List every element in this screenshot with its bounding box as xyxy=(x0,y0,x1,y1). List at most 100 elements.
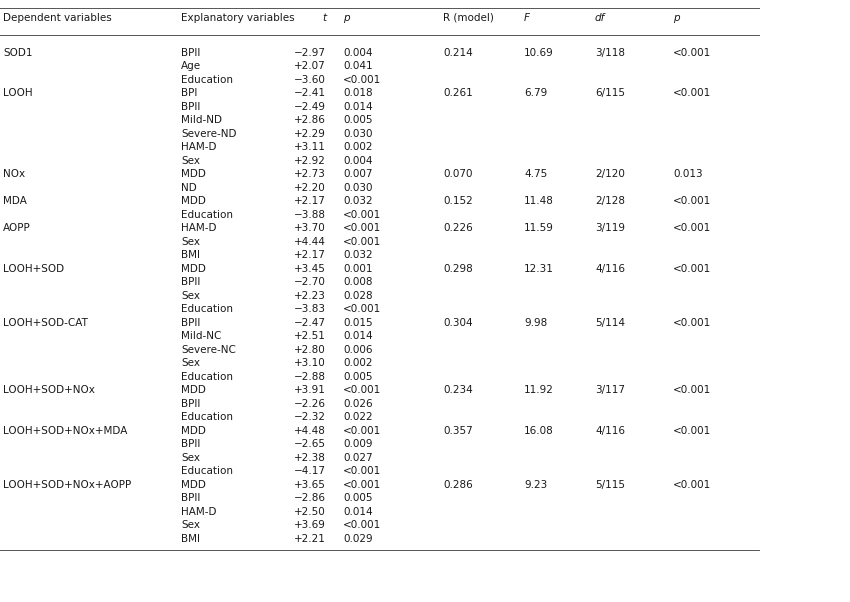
Text: +2.50: +2.50 xyxy=(294,507,326,517)
Text: MDA: MDA xyxy=(3,196,27,206)
Text: BPII: BPII xyxy=(181,102,201,112)
Text: <0.001: <0.001 xyxy=(673,48,711,58)
Text: <0.001: <0.001 xyxy=(343,223,382,233)
Text: 0.018: 0.018 xyxy=(343,88,372,98)
Text: +2.92: +2.92 xyxy=(294,156,326,166)
Text: LOOH: LOOH xyxy=(3,88,32,98)
Text: Sex: Sex xyxy=(181,453,200,463)
Text: 0.022: 0.022 xyxy=(343,412,372,422)
Text: 0.261: 0.261 xyxy=(443,88,473,98)
Text: Sex: Sex xyxy=(181,291,200,301)
Text: Sex: Sex xyxy=(181,237,200,247)
Text: Severe-ND: Severe-ND xyxy=(181,129,236,138)
Text: +2.17: +2.17 xyxy=(294,250,326,260)
Text: +3.65: +3.65 xyxy=(294,480,326,489)
Text: HAM-D: HAM-D xyxy=(181,142,217,152)
Text: −2.41: −2.41 xyxy=(294,88,326,98)
Text: 0.008: 0.008 xyxy=(343,278,372,287)
Text: Mild-ND: Mild-ND xyxy=(181,115,222,125)
Text: HAM-D: HAM-D xyxy=(181,223,217,233)
Text: 0.002: 0.002 xyxy=(343,142,372,152)
Text: 0.027: 0.027 xyxy=(343,453,372,463)
Text: 0.009: 0.009 xyxy=(343,439,372,449)
Text: 0.214: 0.214 xyxy=(443,48,473,58)
Text: 11.48: 11.48 xyxy=(524,196,554,206)
Text: 0.152: 0.152 xyxy=(443,196,473,206)
Text: −2.26: −2.26 xyxy=(294,399,326,409)
Text: AOPP: AOPP xyxy=(3,223,31,233)
Text: LOOH+SOD+NOx: LOOH+SOD+NOx xyxy=(3,385,95,396)
Text: 0.070: 0.070 xyxy=(443,169,473,179)
Text: 3/117: 3/117 xyxy=(595,385,625,396)
Text: <0.001: <0.001 xyxy=(343,385,382,396)
Text: <0.001: <0.001 xyxy=(673,385,711,396)
Text: 0.234: 0.234 xyxy=(443,385,473,396)
Text: Education: Education xyxy=(181,209,233,220)
Text: F: F xyxy=(524,13,530,23)
Text: −3.60: −3.60 xyxy=(294,75,326,85)
Text: 0.005: 0.005 xyxy=(343,493,372,503)
Text: MDD: MDD xyxy=(181,169,206,179)
Text: BPI: BPI xyxy=(181,88,197,98)
Text: Age: Age xyxy=(181,61,201,71)
Text: 0.226: 0.226 xyxy=(443,223,473,233)
Text: +2.38: +2.38 xyxy=(294,453,326,463)
Text: MDD: MDD xyxy=(181,426,206,436)
Text: 0.030: 0.030 xyxy=(343,129,372,138)
Text: −2.97: −2.97 xyxy=(294,48,326,58)
Text: <0.001: <0.001 xyxy=(343,237,382,247)
Text: +2.23: +2.23 xyxy=(294,291,326,301)
Text: +2.17: +2.17 xyxy=(294,196,326,206)
Text: 5/114: 5/114 xyxy=(595,318,625,327)
Text: +3.70: +3.70 xyxy=(294,223,326,233)
Text: R (model): R (model) xyxy=(443,13,494,23)
Text: −2.86: −2.86 xyxy=(294,493,326,503)
Text: <0.001: <0.001 xyxy=(343,466,382,476)
Text: 2/120: 2/120 xyxy=(595,169,625,179)
Text: <0.001: <0.001 xyxy=(673,264,711,274)
Text: 10.69: 10.69 xyxy=(524,48,553,58)
Text: 0.032: 0.032 xyxy=(343,250,372,260)
Text: 0.026: 0.026 xyxy=(343,399,372,409)
Text: 0.286: 0.286 xyxy=(443,480,473,489)
Text: Education: Education xyxy=(181,371,233,382)
Text: <0.001: <0.001 xyxy=(673,318,711,327)
Text: MDD: MDD xyxy=(181,385,206,396)
Text: 0.001: 0.001 xyxy=(343,264,372,274)
Text: NOx: NOx xyxy=(3,169,25,179)
Text: 12.31: 12.31 xyxy=(524,264,554,274)
Text: p: p xyxy=(673,13,680,23)
Text: +2.07: +2.07 xyxy=(294,61,326,71)
Text: −3.83: −3.83 xyxy=(294,304,326,314)
Text: +2.29: +2.29 xyxy=(294,129,326,138)
Text: ND: ND xyxy=(181,183,196,193)
Text: 0.014: 0.014 xyxy=(343,507,372,517)
Text: BPII: BPII xyxy=(181,48,201,58)
Text: 6.79: 6.79 xyxy=(524,88,547,98)
Text: BMI: BMI xyxy=(181,534,200,544)
Text: +4.48: +4.48 xyxy=(294,426,326,436)
Text: 11.92: 11.92 xyxy=(524,385,554,396)
Text: +4.44: +4.44 xyxy=(294,237,326,247)
Text: 3/118: 3/118 xyxy=(595,48,625,58)
Text: 0.029: 0.029 xyxy=(343,534,372,544)
Text: <0.001: <0.001 xyxy=(343,520,382,530)
Text: +3.69: +3.69 xyxy=(294,520,326,530)
Text: <0.001: <0.001 xyxy=(343,480,382,489)
Text: +3.11: +3.11 xyxy=(294,142,326,152)
Text: 0.005: 0.005 xyxy=(343,115,372,125)
Text: Sex: Sex xyxy=(181,358,200,368)
Text: LOOH+SOD-CAT: LOOH+SOD-CAT xyxy=(3,318,88,327)
Text: Mild-NC: Mild-NC xyxy=(181,331,221,341)
Text: 0.304: 0.304 xyxy=(443,318,473,327)
Text: MDD: MDD xyxy=(181,480,206,489)
Text: 0.032: 0.032 xyxy=(343,196,372,206)
Text: <0.001: <0.001 xyxy=(673,88,711,98)
Text: Dependent variables: Dependent variables xyxy=(3,13,111,23)
Text: <0.001: <0.001 xyxy=(673,223,711,233)
Text: 16.08: 16.08 xyxy=(524,426,553,436)
Text: t: t xyxy=(322,13,326,23)
Text: 4/116: 4/116 xyxy=(595,264,625,274)
Text: <0.001: <0.001 xyxy=(343,75,382,85)
Text: Education: Education xyxy=(181,466,233,476)
